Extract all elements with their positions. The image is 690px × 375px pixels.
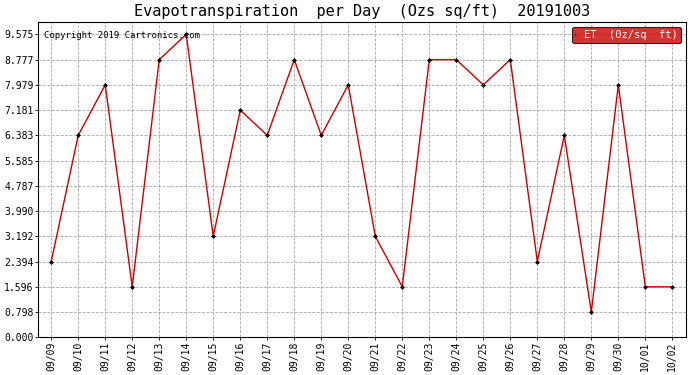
Title: Evapotranspiration  per Day  (Ozs sq/ft)  20191003: Evapotranspiration per Day (Ozs sq/ft) 2…	[134, 4, 590, 19]
Legend: ET  (0z/sq  ft): ET (0z/sq ft)	[572, 27, 680, 43]
Text: Copyright 2019 Cartronics.com: Copyright 2019 Cartronics.com	[44, 31, 200, 40]
